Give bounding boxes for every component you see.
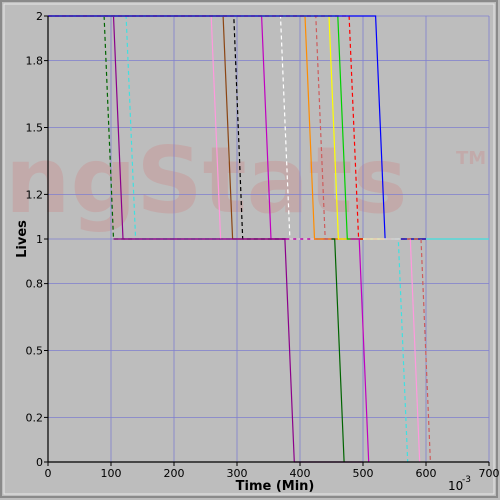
y-tick-label: 0	[36, 456, 43, 469]
y-tick-label: 1.2	[26, 188, 44, 201]
y-tick-label: 0.8	[26, 278, 44, 291]
y-tick-label: 2	[36, 10, 43, 23]
y-tick-label: 1	[36, 233, 43, 246]
x-tick-label: 200	[164, 467, 185, 480]
series-line	[48, 15, 426, 240]
y-tick-label: 0.2	[26, 411, 44, 424]
series-line	[407, 238, 431, 463]
x-tick-label: 500	[353, 467, 374, 480]
series-line	[350, 238, 370, 463]
y-tick-label: 0.5	[26, 345, 44, 358]
x-tick-label: 600	[416, 467, 437, 480]
x-axis-label: Time (Min)	[236, 479, 315, 494]
x-axis-multiplier: 10	[448, 479, 463, 493]
y-axis-label: Lives	[15, 220, 30, 258]
series-line	[48, 15, 426, 240]
y-axis-ticks: 0 0.2 0.5 0.8 1 1.2 1.5 1.8 2	[26, 10, 48, 469]
x-tick-label: 400	[290, 467, 311, 480]
watermark: ngStats TM	[5, 127, 486, 234]
series-line	[331, 238, 345, 463]
y-tick-label: 1.8	[26, 55, 44, 68]
x-axis-ticks: 0 100 200 300 400 500 600 700	[45, 462, 500, 480]
watermark-tm: TM	[456, 148, 486, 169]
x-tick-label: 100	[101, 467, 122, 480]
x-tick-label: 0	[45, 467, 52, 480]
x-tick-label: 300	[227, 467, 248, 480]
series-group	[48, 15, 489, 463]
series-line	[48, 15, 426, 240]
x-tick-label: 700	[479, 467, 500, 480]
chart-frame-highlight	[3, 3, 495, 495]
watermark-text: ngStats	[5, 127, 407, 234]
x-axis-multiplier-exponent: -3	[462, 475, 471, 485]
y-tick-label: 1.5	[26, 122, 44, 135]
